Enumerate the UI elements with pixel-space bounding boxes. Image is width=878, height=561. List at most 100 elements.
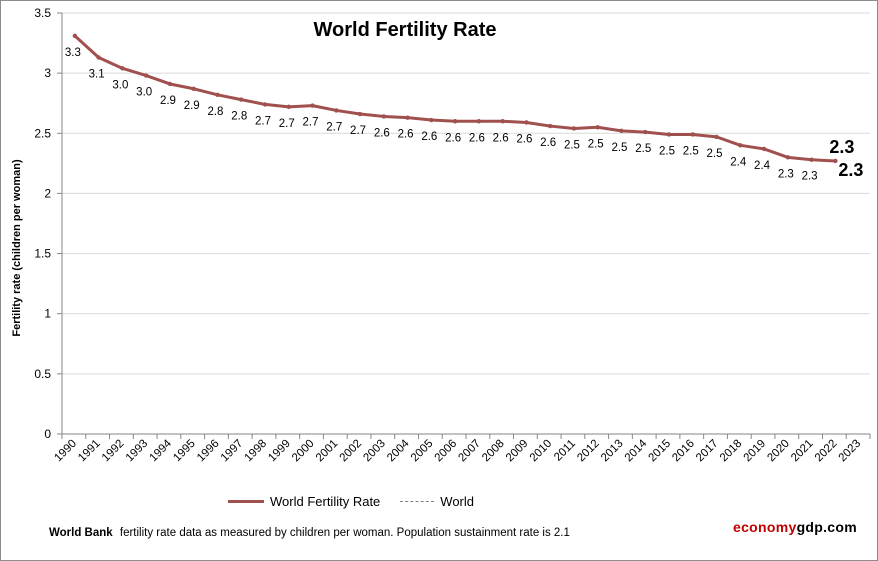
x-tick-label: 2015 bbox=[647, 438, 674, 465]
data-label: 2.7 bbox=[326, 121, 342, 133]
data-point bbox=[239, 97, 244, 102]
data-point bbox=[666, 132, 672, 137]
data-label: 2.6 bbox=[540, 137, 556, 149]
data-label: 2.5 bbox=[564, 139, 580, 151]
data-label: 3.0 bbox=[112, 79, 128, 91]
data-point bbox=[738, 143, 743, 148]
x-tick-label: 2020 bbox=[765, 438, 792, 465]
data-point bbox=[452, 119, 458, 124]
source-text: fertility rate data as measured by child… bbox=[119, 527, 570, 539]
data-label: 3.3 bbox=[65, 47, 81, 59]
x-tick-label: 2009 bbox=[504, 438, 531, 465]
data-label: 2.6 bbox=[421, 131, 437, 143]
data-label: 2.3 bbox=[778, 168, 794, 180]
x-tick-label: 2001 bbox=[314, 438, 341, 465]
data-label: 2.7 bbox=[350, 125, 366, 137]
x-tick-label: 1998 bbox=[243, 438, 270, 465]
x-tick-label: 1992 bbox=[100, 438, 127, 465]
legend-swatch-world bbox=[400, 501, 435, 502]
source-note: World Bank fertility rate data as measur… bbox=[49, 527, 570, 539]
legend-label-world: World bbox=[440, 494, 475, 509]
data-point bbox=[357, 111, 363, 117]
x-tick-label: 1995 bbox=[171, 438, 198, 465]
chart-title: World Fertility Rate bbox=[313, 19, 497, 41]
x-tick-label: 2003 bbox=[361, 438, 388, 465]
x-tick-label: 1996 bbox=[195, 438, 222, 465]
data-label: 2.7 bbox=[255, 115, 271, 127]
data-label: 2.6 bbox=[374, 127, 390, 139]
brand-logo: economygdp.com bbox=[733, 519, 857, 535]
data-label: 2.6 bbox=[493, 132, 509, 144]
data-point bbox=[690, 132, 695, 137]
x-tick-label: 2021 bbox=[789, 438, 816, 465]
x-tick-label: 2017 bbox=[694, 438, 721, 465]
data-label: 3.0 bbox=[136, 87, 152, 99]
data-label: 2.7 bbox=[303, 117, 319, 129]
data-label: 2.7 bbox=[279, 118, 295, 130]
data-point bbox=[714, 134, 719, 140]
x-tick-label: 2004 bbox=[385, 437, 412, 464]
legend-swatch-world-fertility-rate bbox=[228, 500, 264, 503]
data-point bbox=[191, 86, 196, 91]
x-tick-label: 2008 bbox=[480, 438, 507, 465]
data-label: 2.8 bbox=[231, 111, 247, 123]
x-tick-label: 2006 bbox=[433, 438, 460, 465]
x-tick-label: 2023 bbox=[837, 438, 864, 465]
y-tick-label: 2.5 bbox=[34, 126, 51, 140]
data-point bbox=[143, 73, 149, 78]
data-point bbox=[429, 117, 434, 123]
data-label: 2.6 bbox=[516, 133, 532, 145]
data-label: 2.6 bbox=[469, 132, 485, 144]
y-tick-label: 3.5 bbox=[34, 6, 51, 20]
x-tick-label: 2010 bbox=[528, 438, 555, 465]
data-label: 2.4 bbox=[730, 156, 747, 168]
data-label: 2.5 bbox=[588, 138, 604, 150]
data-label: 2.5 bbox=[611, 142, 627, 154]
data-point bbox=[96, 55, 101, 60]
data-label: 2.5 bbox=[707, 148, 723, 160]
data-point bbox=[785, 155, 791, 160]
x-tick-label: 2022 bbox=[813, 438, 840, 465]
legend: World Fertility Rate World bbox=[228, 494, 474, 509]
x-tick-label: 1999 bbox=[266, 438, 293, 465]
source-name: World Bank bbox=[49, 527, 113, 539]
data-point bbox=[524, 120, 529, 125]
y-axis-title: Fertility rate (children per woman) bbox=[11, 159, 23, 337]
data-point bbox=[476, 119, 482, 124]
data-label: 2.9 bbox=[184, 100, 200, 112]
data-point bbox=[809, 157, 814, 162]
data-point bbox=[761, 146, 767, 152]
data-label: 2.5 bbox=[683, 145, 699, 157]
legend-label-world-fertility-rate: World Fertility Rate bbox=[270, 494, 381, 509]
data-point bbox=[595, 125, 600, 130]
x-tick-label: 2011 bbox=[552, 438, 578, 464]
x-tick-label: 2014 bbox=[623, 437, 650, 464]
data-point bbox=[547, 123, 553, 129]
x-tick-label: 1993 bbox=[124, 438, 151, 465]
data-label: 2.6 bbox=[445, 132, 461, 144]
x-tick-label: 2007 bbox=[456, 438, 483, 465]
y-tick-label: 1.5 bbox=[34, 247, 51, 261]
data-label: 3.1 bbox=[89, 69, 105, 81]
data-point bbox=[215, 92, 220, 97]
y-tick-label: 3 bbox=[44, 66, 51, 80]
data-point bbox=[405, 115, 410, 120]
x-tick-label: 2002 bbox=[338, 438, 365, 465]
x-tick-label: 1990 bbox=[52, 438, 79, 465]
x-tick-label: 2013 bbox=[599, 438, 626, 465]
data-point bbox=[262, 102, 268, 107]
data-point bbox=[72, 33, 78, 39]
x-tick-label: 2000 bbox=[290, 438, 317, 465]
x-tick-label: 2019 bbox=[742, 438, 769, 465]
data-label: 2.5 bbox=[635, 143, 651, 155]
data-label: 2.5 bbox=[659, 145, 675, 157]
y-tick-label: 0.5 bbox=[34, 367, 51, 381]
x-tick-label: 1994 bbox=[147, 437, 174, 464]
data-point bbox=[310, 103, 315, 108]
x-tick-label: 2018 bbox=[718, 438, 745, 465]
data-point bbox=[334, 108, 339, 113]
x-tick-label: 2012 bbox=[575, 438, 602, 465]
annotation: 2.3 bbox=[829, 137, 854, 157]
data-label: 2.6 bbox=[398, 129, 414, 141]
